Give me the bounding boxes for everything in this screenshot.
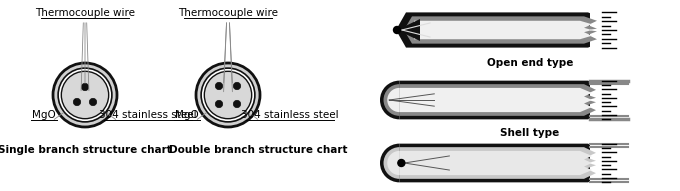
Polygon shape <box>397 19 420 41</box>
Wedge shape <box>384 84 399 116</box>
Polygon shape <box>399 144 602 182</box>
Circle shape <box>233 82 241 90</box>
Polygon shape <box>396 12 602 48</box>
Circle shape <box>201 68 255 122</box>
Polygon shape <box>399 151 592 175</box>
Circle shape <box>204 71 252 119</box>
Circle shape <box>89 98 97 106</box>
Polygon shape <box>590 144 630 182</box>
Text: MgO: MgO <box>32 110 56 120</box>
Text: 304 stainless steel: 304 stainless steel <box>99 110 197 120</box>
Text: Thermocouple wire: Thermocouple wire <box>35 8 135 18</box>
Circle shape <box>394 27 401 33</box>
Polygon shape <box>590 13 625 47</box>
Circle shape <box>61 71 109 119</box>
Text: 304 stainless steel: 304 stainless steel <box>241 110 339 120</box>
Text: MgO: MgO <box>175 110 199 120</box>
Polygon shape <box>404 16 597 44</box>
Polygon shape <box>414 21 592 39</box>
Polygon shape <box>399 81 602 119</box>
Wedge shape <box>380 81 399 119</box>
Circle shape <box>58 68 112 122</box>
Circle shape <box>233 100 241 108</box>
Circle shape <box>82 83 88 91</box>
Circle shape <box>53 63 117 127</box>
Text: Thermocouple wire: Thermocouple wire <box>178 8 278 18</box>
Text: Open end type: Open end type <box>487 58 573 68</box>
Text: Shell type: Shell type <box>500 128 560 138</box>
Text: Single branch structure chart: Single branch structure chart <box>0 145 172 155</box>
Text: Double branch structure chart: Double branch structure chart <box>169 145 347 155</box>
Wedge shape <box>380 144 399 182</box>
Polygon shape <box>590 81 630 119</box>
Circle shape <box>398 159 405 167</box>
Wedge shape <box>388 88 399 112</box>
Wedge shape <box>388 151 399 175</box>
Polygon shape <box>399 84 596 116</box>
Wedge shape <box>384 147 399 179</box>
Circle shape <box>216 82 222 90</box>
Polygon shape <box>399 88 592 112</box>
Polygon shape <box>399 147 596 179</box>
Circle shape <box>216 100 222 108</box>
Circle shape <box>73 98 81 106</box>
Circle shape <box>196 63 260 127</box>
